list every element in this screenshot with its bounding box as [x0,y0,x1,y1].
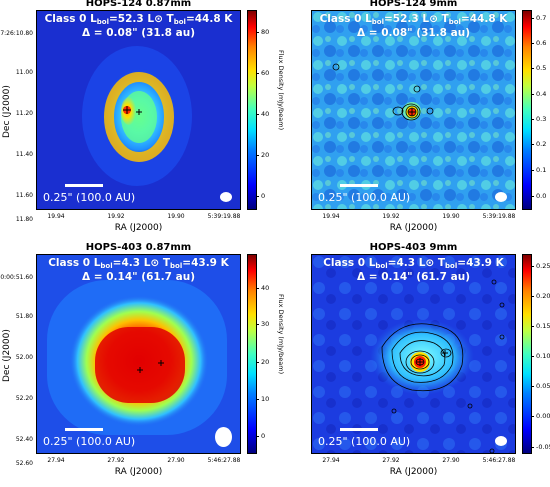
beam-ellipse [215,427,232,447]
colorbar-tick-label: 0.5 [530,64,547,72]
colorbar-tick-label: 0.7 [530,14,547,22]
source-info: Class 0 Lbol=4.3 L⊙ Tbol=43.9 K [323,257,504,270]
resolution-info: Δ = 0.14" (61.7 au) [357,271,470,283]
y-tick-label: 52.60 [15,460,33,467]
y-tick-label: 52.20 [15,395,33,402]
intensity-map: Class 0 Lbol=4.3 L⊙ Tbol=43.9 K Δ = 0.14… [36,254,241,454]
colorbar-tick-label: 0.3 [530,115,547,123]
map-image [312,255,515,453]
colorbar-tick-label: 0 [255,192,266,200]
x-tick-label: 5:46:27.88 [207,457,241,464]
panel-title: HOPS-124 0.87mm [85,0,192,9]
scale-bar-label: 0.25" (100.0 AU) [43,435,136,448]
scale-bar-label: 0.25" (100.0 AU) [43,191,136,204]
scale-bar-label: 0.25" (100.0 AU) [318,191,411,204]
colorbar-tick-label: 10 [255,395,270,403]
resolution-info: Δ = 0.08" (31.8 au) [82,27,195,39]
resolution-info: Δ = 0.08" (31.8 au) [357,27,470,39]
colorbar-tick-label: 40 [255,110,270,118]
map-image [37,11,240,209]
map-image [312,11,515,209]
colorbar-tick-label: 0.2 [530,140,547,148]
y-axis-label: Dec (J2000) [2,329,12,382]
beam-ellipse [495,436,507,446]
x-tick-label: 19.90 [167,213,185,220]
intensity-map: Class 0 Lbol=4.3 L⊙ Tbol=43.9 K Δ = 0.14… [311,254,516,454]
x-axis-label: RA (J2000) [114,223,163,233]
x-tick-label: 27.90 [442,457,460,464]
colorbar-tick-label: 0.15 [530,322,550,330]
figure-panel: HOPS-403 9mm [275,242,550,487]
x-tick-label: 27.90 [167,457,185,464]
x-axis-label: RA (J2000) [389,223,438,233]
y-tick-label: 11.60 [15,192,33,199]
colorbar-tick-label: -0.05 [531,443,550,451]
colorbar-tick-label: 0.00 [530,412,550,420]
y-axis-label: Dec (J2000) [2,85,12,138]
colorbar-tick-label: 0.25 [530,262,550,270]
scale-bar [65,184,103,187]
x-tick-label: 19.94 [47,213,65,220]
colorbar-tick-label: 0.0 [530,192,547,200]
colorbar-tick-label: 80 [255,28,270,36]
x-tick-label: 27.92 [107,457,125,464]
beam-ellipse [495,192,507,202]
source-info: Class 0 Lbol=52.3 L⊙ Tbol=44.8 K [44,13,233,26]
colorbar-tick-label: 20 [255,358,270,366]
colorbar [522,254,532,454]
source-info: Class 0 Lbol=52.3 L⊙ Tbol=44.8 K [319,13,508,26]
x-axis-label: RA (J2000) [389,467,438,477]
figure-panel: HOPS-403 0.87mm Class 0 Lbol=4.3 L⊙ Tbol… [0,242,285,487]
scale-bar [65,428,103,431]
colorbar-tick-label: 20 [255,151,270,159]
panel-title: HOPS-403 0.87mm [85,242,192,253]
x-tick-label: 27.94 [322,457,340,464]
x-tick-label: 27.92 [382,457,400,464]
colorbar-tick-label: 0.10 [530,352,550,360]
colorbar-tick-label: 30 [255,320,270,328]
y-tick-label: 51.80 [15,313,33,320]
y-tick-label: 11.00 [15,69,33,76]
colorbar-tick-label: 40 [255,284,270,292]
y-tick-label: 11.20 [15,110,33,117]
y-tick-label: 11.40 [15,151,33,158]
x-tick-label: 19.94 [322,213,340,220]
resolution-info: Δ = 0.14" (61.7 au) [82,271,195,283]
x-tick-label: 19.92 [107,213,125,220]
scale-bar [340,184,378,187]
panel-title: HOPS-403 9mm [369,242,458,253]
source-info: Class 0 Lbol=4.3 L⊙ Tbol=43.9 K [48,257,229,270]
x-tick-label: 19.90 [442,213,460,220]
x-tick-label: 5:39:19.88 [482,213,516,220]
y-tick-label: -0:00:51.60 [0,274,33,281]
figure-panel: HOPS-124 9mm Class 0 Lbol=52.3 L⊙ Tbol=4… [275,0,550,243]
y-tick-label: 52.40 [15,436,33,443]
colorbar-tick-label: 0.20 [530,292,550,300]
scale-bar-label: 0.25" (100.0 AU) [318,435,411,448]
intensity-map: Class 0 Lbol=52.3 L⊙ Tbol=44.8 K Δ = 0.0… [36,10,241,210]
y-tick-label: 52.00 [15,354,33,361]
panel-title: HOPS-124 9mm [369,0,458,9]
colorbar-tick-label: 60 [255,69,270,77]
colorbar-tick-label: 0.4 [530,90,547,98]
scale-bar [340,428,378,431]
x-tick-label: 5:46:27.88 [482,457,516,464]
colorbar-tick-label: 0.1 [530,166,547,174]
colorbar [247,10,257,210]
intensity-map: Class 0 Lbol=52.3 L⊙ Tbol=44.8 K Δ = 0.0… [311,10,516,210]
beam-ellipse [220,192,232,202]
x-tick-label: 19.92 [382,213,400,220]
map-image [37,255,240,453]
colorbar-tick-label: 0 [255,432,266,440]
colorbar [522,10,532,210]
x-tick-label: 27.94 [47,457,65,464]
x-tick-label: 5:39:19.88 [207,213,241,220]
y-tick-label: 11.80 [15,216,33,223]
colorbar-tick-label: 0.05 [530,382,550,390]
x-axis-label: RA (J2000) [114,467,163,477]
colorbar [247,254,257,454]
colorbar-tick-label: 0.6 [530,39,547,47]
figure-panel: HOPS-124 0.87mm Class 0 Lbol=52.3 L⊙ Tbo [0,0,285,243]
y-tick-label: -7:26:10.80 [0,30,33,37]
